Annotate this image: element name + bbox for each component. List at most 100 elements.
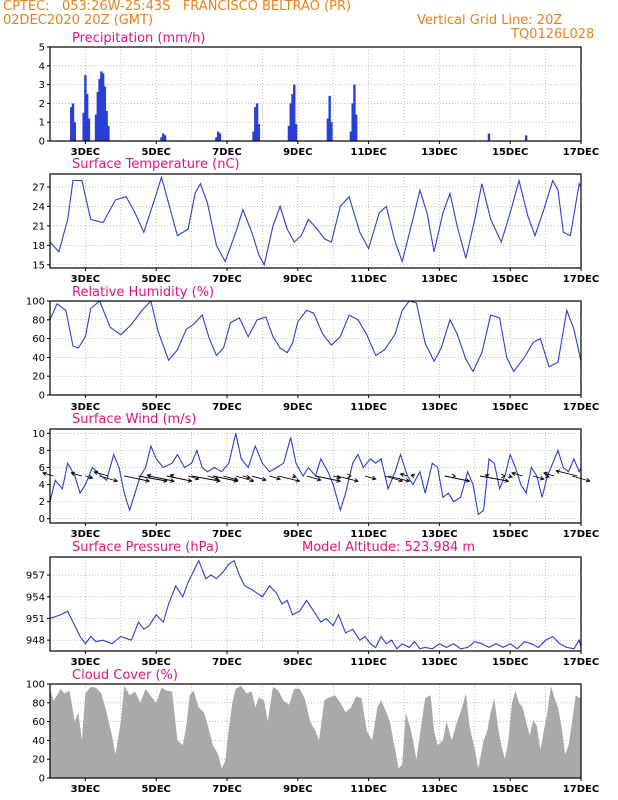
x-tick-label: 3DEC (71, 784, 100, 795)
header-station: FRANCISCO BELTRAO (PR) (182, 0, 352, 14)
wind-arrow (387, 475, 410, 482)
wind-arrow (191, 475, 221, 482)
precip-bar (294, 124, 298, 141)
x-tick-label: 7DEC (212, 529, 241, 540)
precip-bar (96, 92, 99, 141)
precip-bar (105, 110, 108, 141)
wind-arrow-head (246, 474, 251, 480)
x-tick-label: 13DEC (421, 784, 457, 795)
wind-arrow (124, 475, 150, 482)
x-tick-label: 5DEC (141, 402, 170, 413)
wind-arrow (99, 475, 118, 482)
header-coords: 053:26W-25:43S (61, 0, 171, 14)
y-tick-label: 80 (32, 698, 45, 709)
precip-bar (216, 131, 220, 141)
x-tick-label: 5DEC (141, 529, 170, 540)
x-tick-label: 15DEC (492, 784, 528, 795)
wind-arrow-head (261, 476, 267, 482)
wind-line (50, 433, 581, 516)
x-tick-label: 11DEC (350, 784, 386, 795)
x-tick-label: 7DEC (212, 402, 241, 413)
header-datetime: 02DEC2020 20Z (GMT) (3, 13, 154, 28)
y-tick-label: 1 (39, 118, 45, 129)
x-tick-label: 11DEC (350, 402, 386, 413)
x-tick-label: 5DEC (141, 274, 170, 285)
wind-arrow-head (405, 478, 411, 483)
precip-bar (293, 84, 296, 141)
precip-bar (85, 94, 89, 141)
wind-arrow-head (145, 478, 151, 483)
panel-precip: 0 1 2 3 4 5 3DEC 5DEC 7DEC 9DEC 11DEC 13DEC 15DEC 17D… (39, 31, 600, 158)
title-precip: Precipitation (mm/h) (72, 31, 205, 46)
wind-arrow-head (187, 478, 193, 483)
precip-bar (255, 103, 259, 141)
x-tick-label: 3DEC (71, 147, 100, 158)
precip-bar (252, 131, 255, 141)
precip-bar (254, 107, 257, 141)
y-tick-label: 100 (26, 297, 45, 308)
x-tick-label: 17DEC (563, 784, 599, 795)
humidity-line (50, 301, 581, 373)
wind-arrow-head (501, 473, 506, 479)
precip-bar (87, 118, 91, 141)
wind-arrow-head (169, 478, 175, 483)
x-tick-label: 9DEC (283, 147, 312, 158)
wind-arrow (42, 472, 54, 477)
y-tick-label: 100 (26, 680, 45, 691)
x-tick-label: 7DEC (212, 147, 241, 158)
wind-arrow (242, 475, 251, 479)
y-tick-label: 6 (39, 463, 45, 474)
precip-bar (328, 95, 331, 141)
title-temp: Surface Temperature (nC) (72, 157, 240, 172)
series-cloud (50, 685, 581, 778)
wind-arrow-head (88, 474, 94, 480)
wind-arrow-head (410, 473, 416, 479)
wind-arrow-head (507, 473, 513, 479)
precip-bar (257, 124, 261, 141)
wind-arrow-head (465, 478, 471, 483)
frame-cloud (49, 683, 582, 779)
precip-bar (349, 131, 353, 141)
wind-arrow-head (542, 471, 548, 477)
y-tick-label: 948 (26, 636, 45, 647)
title-humidity: Relative Humidity (%) (72, 285, 214, 300)
wind-arrow-head (354, 478, 359, 483)
y-tick-label: 0 (39, 514, 45, 525)
wind-arrow-head (555, 469, 561, 474)
wind-arrow (306, 475, 321, 481)
wind-arrow (212, 475, 238, 482)
precip-bar (355, 114, 358, 141)
title-cloud: Cloud Cover (%) (72, 668, 178, 683)
wind-arrow-head (42, 471, 47, 477)
wind-arrow-head (347, 473, 352, 479)
wind-arrow (543, 472, 555, 477)
wind-arrow (400, 473, 408, 477)
panel-wind: 0 2 4 6 8 10 3DEC 5DEC 7DEC 9DEC 11DEC 13DEC 15DEC 17… (32, 412, 599, 540)
precip-bar (162, 133, 165, 141)
y-tick-label: 0 (39, 774, 45, 785)
wind-arrow (364, 475, 376, 480)
x-tick-label: 3DEC (71, 529, 100, 540)
series-wind (50, 433, 581, 516)
wind-arrow (336, 475, 359, 482)
y-tick-label: 2 (39, 99, 45, 110)
grid-precip (49, 47, 582, 141)
y-tick-label: 20 (32, 755, 45, 766)
header-line-1: CPTEC: 053:26W-25:43S FRANCISCO BELTRAO … (3, 0, 351, 14)
precip-bar (71, 103, 75, 141)
y-tick-label: 21 (32, 221, 45, 232)
wind-arrow (533, 475, 544, 480)
y-tick-label: 0 (39, 137, 45, 148)
precip-bar (289, 103, 292, 141)
x-tick-label: 11DEC (350, 147, 386, 158)
series-pressure (50, 559, 581, 650)
wind-arrow-head (70, 471, 76, 477)
y-tick-label: 24 (32, 202, 45, 213)
x-tick-label: 7DEC (212, 274, 241, 285)
x-tick-label: 9DEC (283, 402, 312, 413)
x-tick-label: 13DEC (421, 657, 457, 668)
wind-arrow (166, 475, 192, 482)
x-tick-label: 11DEC (350, 274, 386, 285)
precip-bar (291, 94, 294, 141)
